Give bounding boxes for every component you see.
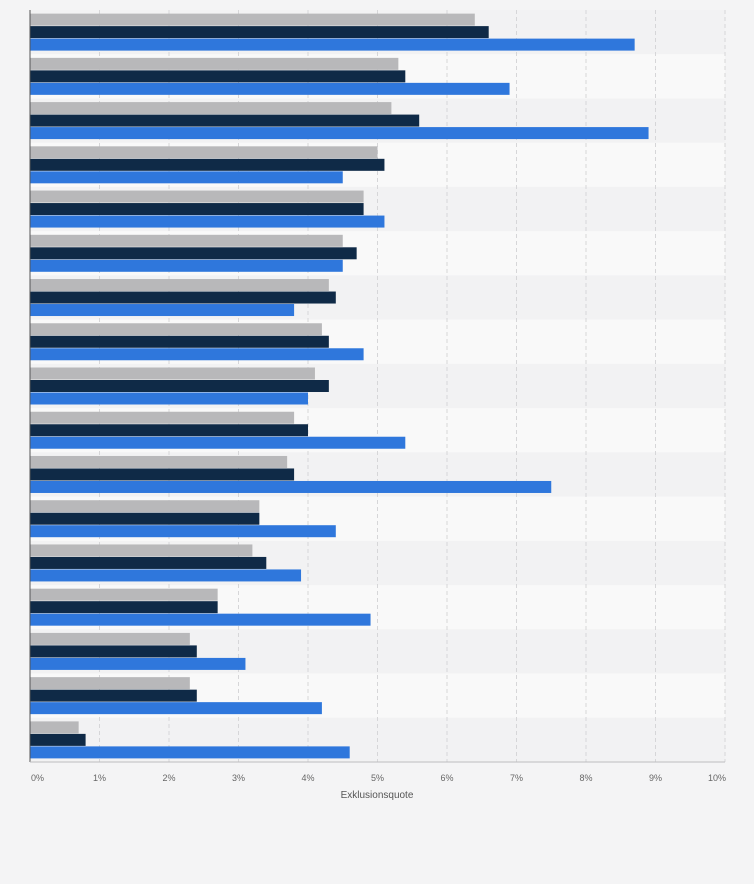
- bar-series-3-row-12: [30, 525, 336, 538]
- bar-series-1-row-9: [30, 367, 315, 380]
- axes: [29, 10, 725, 763]
- bar-series-2-row-16: [30, 689, 197, 702]
- bar-series-1-row-8: [30, 323, 322, 336]
- bar-series-1-row-13: [30, 544, 253, 557]
- bar-series-2-row-12: [30, 512, 260, 525]
- bar-series-3-row-16: [30, 702, 322, 715]
- bar-series-2-row-9: [30, 380, 329, 392]
- bar-series-3-row-11: [30, 480, 552, 493]
- bar-series-1-row-15: [30, 632, 190, 645]
- bar-series-3-row-2: [30, 82, 510, 95]
- bar-series-1-row-14: [30, 588, 218, 601]
- bar-series-2-row-17: [30, 733, 86, 746]
- x-tick-label: 3%: [232, 773, 245, 783]
- bar-series-1-row-16: [30, 677, 190, 690]
- bar-series-3-row-10: [30, 436, 406, 449]
- bar-series-3-row-7: [30, 304, 295, 317]
- bar-series-3-row-17: [30, 746, 350, 759]
- bar-series-3-row-8: [30, 348, 364, 361]
- x-tick-label: 5%: [371, 773, 384, 783]
- bar-series-3-row-13: [30, 569, 302, 582]
- bar-series-2-row-2: [30, 70, 406, 83]
- x-tick-label: 6%: [440, 773, 453, 783]
- bar-series-2-row-5: [30, 203, 364, 216]
- x-axis-title: Exklusionsquote: [341, 790, 414, 801]
- bar-series-3-row-14: [30, 613, 371, 626]
- bar-series-1-row-5: [30, 190, 364, 203]
- bar-series-1-row-7: [30, 279, 329, 292]
- x-tick-label: 9%: [649, 773, 662, 783]
- x-tick-label: 0%: [31, 773, 44, 783]
- x-tick-label: 2%: [162, 773, 175, 783]
- bar-series-1-row-17: [30, 721, 79, 734]
- bar-series-2-row-3: [30, 114, 420, 127]
- bar-series-2-row-13: [30, 556, 267, 569]
- bar-series-3-row-15: [30, 657, 246, 670]
- bar-series-1-row-4: [30, 146, 378, 159]
- bar-series-2-row-10: [30, 424, 308, 437]
- bar-series-1-row-12: [30, 500, 260, 513]
- bar-series-1-row-11: [30, 455, 288, 468]
- bar-series-3-row-4: [30, 171, 343, 184]
- bar-series-3-row-9: [30, 392, 308, 405]
- x-tick-label: 8%: [579, 773, 592, 783]
- bar-series-2-row-4: [30, 158, 385, 171]
- bar-series-2-row-7: [30, 291, 336, 304]
- bar-series-1-row-6: [30, 234, 343, 247]
- bar-series-2-row-11: [30, 468, 295, 481]
- bar-series-2-row-1: [30, 26, 489, 39]
- bars: [30, 13, 649, 759]
- bar-series-2-row-6: [30, 247, 357, 260]
- x-tick-labels: 0% 1% 2% 3% 4% 5% 6% 7% 8% 9% 10%: [31, 773, 726, 783]
- bar-series-3-row-6: [30, 259, 343, 272]
- bar-series-1-row-1: [30, 13, 475, 26]
- bar-series-3-row-5: [30, 215, 385, 228]
- bar-series-1-row-2: [30, 57, 399, 70]
- bar-series-3-row-3: [30, 127, 649, 140]
- x-tick-label: 1%: [93, 773, 106, 783]
- x-tick-label: 7%: [510, 773, 523, 783]
- bar-series-2-row-14: [30, 601, 218, 614]
- x-tick-label: 10%: [708, 773, 726, 783]
- bar-series-2-row-8: [30, 335, 329, 348]
- bar-series-2-row-15: [30, 645, 197, 658]
- bar-series-1-row-10: [30, 411, 295, 424]
- x-tick-label: 4%: [301, 773, 314, 783]
- bar-series-1-row-3: [30, 102, 392, 115]
- bar-series-3-row-1: [30, 38, 635, 51]
